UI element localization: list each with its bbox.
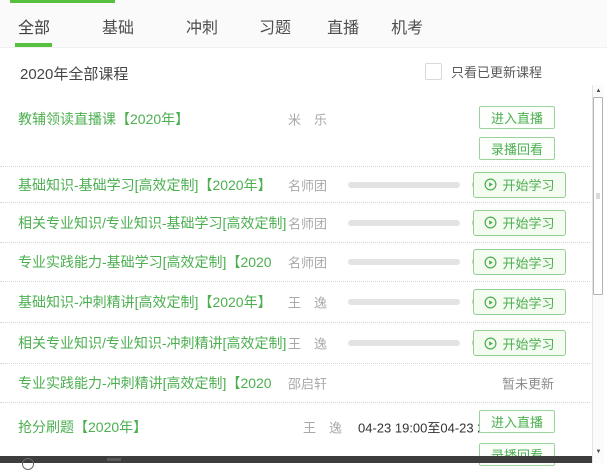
page-title: 2020年全部课程 bbox=[20, 66, 129, 83]
course-row: 基础知识-基础学习[高效定制]【2020年】 名师团 0% 开始学习 bbox=[0, 167, 590, 203]
play-circle-icon bbox=[484, 336, 497, 350]
course-row: 相关专业知识/专业知识-冲刺精讲[高效定制] 王 逸 0% 开始学习 bbox=[0, 323, 590, 364]
course-title[interactable]: 基础知识-基础学习[高效定制]【2020年】 bbox=[18, 176, 272, 193]
course-title[interactable]: 教辅领读直播课【2020年】 bbox=[18, 111, 190, 127]
start-learning-button[interactable]: 开始学习 bbox=[473, 209, 566, 236]
course-teacher: 米 乐 bbox=[288, 112, 328, 128]
tab-computer-exam[interactable]: 机考 bbox=[391, 19, 424, 37]
course-row: 抢分刷题【2020年】 王 逸 04-23 19:00至04-23 21:30 … bbox=[0, 403, 590, 466]
thumb-grip-icon bbox=[596, 193, 600, 200]
progress-bar bbox=[348, 219, 460, 226]
updated-only-label[interactable]: 只看已更新课程 bbox=[451, 65, 543, 80]
updated-only-filter: 只看已更新课程 bbox=[425, 62, 542, 81]
start-learning-button[interactable]: 开始学习 bbox=[473, 249, 566, 275]
course-teacher: 王 逸 bbox=[288, 295, 328, 311]
play-circle-icon bbox=[484, 216, 497, 229]
course-row: 基础知识-冲刺精讲[高效定制]【2020年】 王 逸 0% 开始学习 bbox=[0, 282, 590, 323]
progress-bar bbox=[348, 181, 460, 188]
progress-bar bbox=[348, 340, 460, 346]
start-learning-label: 开始学习 bbox=[502, 295, 555, 311]
course-actions: 进入直播 录播回看 bbox=[479, 106, 555, 160]
content-header: 2020年全部课程 只看已更新课程 bbox=[0, 48, 590, 100]
course-row: 专业实践能力-冲刺精讲[高效定制]【2020 邵启轩 暂未更新 bbox=[0, 364, 590, 403]
course-title[interactable]: 相关专业知识/专业知识-冲刺精讲[高效定制] bbox=[18, 335, 287, 351]
course-list: 教辅领读直播课【2020年】 米 乐 进入直播 录播回看 基础知识-基础学习[高… bbox=[0, 100, 590, 466]
course-teacher: 名师团 bbox=[288, 216, 328, 231]
taskbar-sliver bbox=[0, 456, 592, 470]
scrollbar-thumb[interactable] bbox=[593, 97, 603, 295]
replay-button[interactable]: 录播回看 bbox=[479, 137, 555, 160]
not-updated-status: 暂未更新 bbox=[501, 376, 554, 392]
course-title[interactable]: 专业实践能力-基础学习[高效定制]【2020 bbox=[18, 254, 272, 270]
enter-live-button[interactable]: 进入直播 bbox=[479, 106, 555, 129]
tab-bar: 全部 基础 冲刺 习题 直播 机考 bbox=[0, 0, 607, 48]
tab-live[interactable]: 直播 bbox=[327, 19, 360, 37]
course-title[interactable]: 抢分刷题【2020年】 bbox=[18, 419, 148, 435]
taskbar-icon bbox=[22, 458, 34, 470]
scrollbar[interactable]: ▲ ▼ bbox=[592, 85, 604, 463]
active-tab-indicator bbox=[15, 43, 52, 47]
enter-live-button[interactable]: 进入直播 bbox=[479, 410, 555, 433]
start-learning-button[interactable]: 开始学习 bbox=[473, 330, 566, 356]
start-learning-label: 开始学习 bbox=[502, 216, 555, 231]
progress-bar bbox=[348, 259, 460, 265]
live-schedule: 04-23 19:00至04-23 21:30 bbox=[358, 420, 510, 436]
course-row: 专业实践能力-基础学习[高效定制]【2020 名师团 0% 开始学习 bbox=[0, 243, 590, 282]
play-circle-icon bbox=[484, 178, 497, 191]
play-circle-icon bbox=[484, 295, 497, 309]
progress-bar bbox=[348, 299, 460, 305]
scroll-up-button[interactable]: ▲ bbox=[593, 85, 604, 97]
course-teacher: 王 逸 bbox=[288, 336, 328, 352]
course-teacher: 名师团 bbox=[288, 178, 328, 193]
course-title[interactable]: 基础知识-冲刺精讲[高效定制]【2020年】 bbox=[18, 294, 272, 310]
course-teacher: 王 逸 bbox=[303, 420, 343, 436]
scroll-down-icon: ▼ bbox=[595, 449, 602, 455]
tab-sprint[interactable]: 冲刺 bbox=[186, 19, 219, 37]
course-row: 相关专业知识/专业知识-基础学习[高效定制] 名师团 0% 开始学习 bbox=[0, 203, 590, 243]
course-teacher: 名师团 bbox=[288, 255, 328, 271]
scroll-up-icon: ▲ bbox=[595, 88, 602, 94]
course-title[interactable]: 相关专业知识/专业知识-基础学习[高效定制] bbox=[18, 214, 287, 231]
play-circle-icon bbox=[484, 255, 497, 269]
course-row: 教辅领读直播课【2020年】 米 乐 进入直播 录播回看 bbox=[0, 100, 590, 167]
start-learning-label: 开始学习 bbox=[502, 336, 555, 352]
tab-all[interactable]: 全部 bbox=[18, 19, 51, 37]
start-learning-button[interactable]: 开始学习 bbox=[473, 289, 566, 315]
start-learning-label: 开始学习 bbox=[502, 255, 555, 271]
course-teacher: 邵启轩 bbox=[288, 376, 328, 392]
start-learning-button[interactable]: 开始学习 bbox=[473, 171, 566, 198]
top-progress-bar bbox=[10, 0, 115, 3]
updated-only-checkbox[interactable] bbox=[425, 63, 442, 80]
tab-exercises[interactable]: 习题 bbox=[259, 19, 292, 37]
course-title[interactable]: 专业实践能力-冲刺精讲[高效定制]【2020 bbox=[18, 375, 272, 391]
scroll-down-button[interactable]: ▼ bbox=[593, 446, 604, 458]
taskbar-icon bbox=[107, 458, 121, 461]
tab-basic[interactable]: 基础 bbox=[102, 19, 135, 37]
start-learning-label: 开始学习 bbox=[502, 178, 555, 193]
